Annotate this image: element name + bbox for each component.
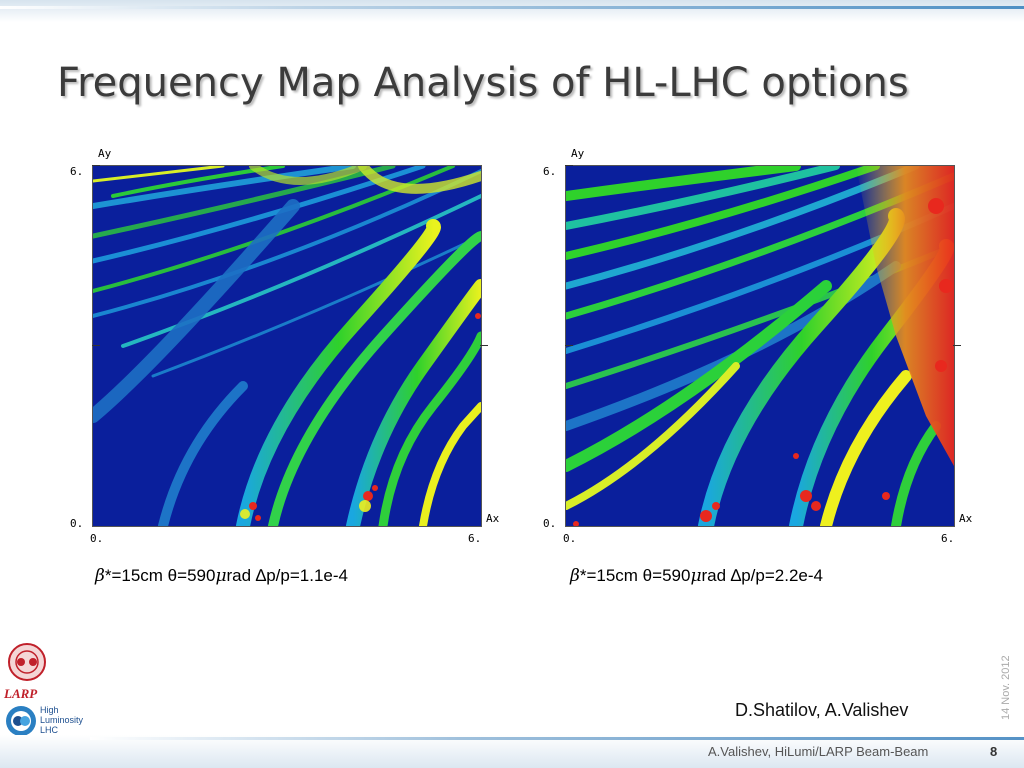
hilumi-line: Luminosity	[40, 715, 84, 725]
hilumi-line: High	[40, 705, 59, 715]
map-area	[92, 165, 482, 527]
theta-symbol: θ	[167, 566, 178, 585]
mu-symbol: μ	[215, 566, 227, 586]
caption-text: *=15cm	[579, 566, 643, 585]
top-decoration-band	[0, 0, 1024, 22]
x-min-tick-label: 0.	[90, 532, 104, 545]
plot-caption-left: β*=15cm θ=590μrad ∆p/p=1.1e-4	[95, 566, 348, 586]
y-min-tick-label: 0.	[70, 517, 84, 530]
plot-caption-right: β*=15cm θ=590μrad ∆p/p=2.2e-4	[570, 566, 823, 586]
hilumi-lhc-logo-icon	[6, 706, 36, 736]
delta-symbol: ∆	[255, 566, 267, 585]
caption-text: p/p=2.2e-4	[741, 566, 823, 585]
larp-logo-icon	[8, 643, 46, 681]
frequency-map-image	[566, 166, 954, 526]
y-max-tick-label: 6.	[70, 165, 84, 178]
x-max-tick-label: 6.	[941, 532, 955, 545]
authors: D.Shatilov, A.Valishev	[735, 700, 909, 720]
x-min-tick-label: 0.	[563, 532, 577, 545]
x-max-tick-label: 6.	[468, 532, 482, 545]
x-axis-label: Ax	[959, 512, 973, 525]
y-tick-mark	[480, 345, 488, 346]
slide-title: Frequency Map Analysis of HL-LHC options	[57, 60, 909, 106]
y-tick-mark	[565, 165, 573, 166]
x-axis-label: Ax	[486, 512, 500, 525]
caption-text: rad	[701, 566, 731, 585]
slide-date: 14 Nov. 2012	[1000, 655, 1012, 720]
y-min-tick-label: 0.	[543, 517, 557, 530]
beta-symbol: β	[570, 566, 580, 586]
y-axis-label: Ay	[571, 147, 585, 160]
caption-text: *=15cm	[104, 566, 168, 585]
caption-text: p/p=1.1e-4	[266, 566, 348, 585]
beta-symbol: β	[95, 566, 105, 586]
y-tick-mark	[92, 165, 100, 166]
hilumi-wordmark: High Luminosity LHC	[40, 705, 83, 735]
frequency-map-image	[93, 166, 481, 526]
bottom-decoration-band	[0, 735, 1024, 768]
map-area	[565, 165, 955, 527]
frequency-map-plot-right: Ay 6. 0. Ax 0. 6.	[543, 145, 972, 545]
caption-text: =590	[177, 566, 216, 585]
slide-number: 8	[990, 744, 998, 759]
hilumi-line: LHC	[40, 725, 59, 735]
caption-text: =590	[652, 566, 691, 585]
mu-symbol: μ	[690, 566, 702, 586]
y-tick-mark	[92, 345, 100, 346]
theta-symbol: θ	[642, 566, 653, 585]
footer-text: A.Valishev, HiLumi/LARP Beam-Beam	[708, 744, 929, 759]
y-max-tick-label: 6.	[543, 165, 557, 178]
y-tick-mark	[953, 345, 961, 346]
frequency-map-plot-left: Ay 6. 0. Ax 0. 6.	[70, 145, 499, 545]
y-tick-mark	[565, 345, 573, 346]
y-axis-label: Ay	[98, 147, 112, 160]
delta-symbol: ∆	[730, 566, 742, 585]
caption-text: rad	[226, 566, 256, 585]
larp-label: LARP	[4, 686, 38, 701]
